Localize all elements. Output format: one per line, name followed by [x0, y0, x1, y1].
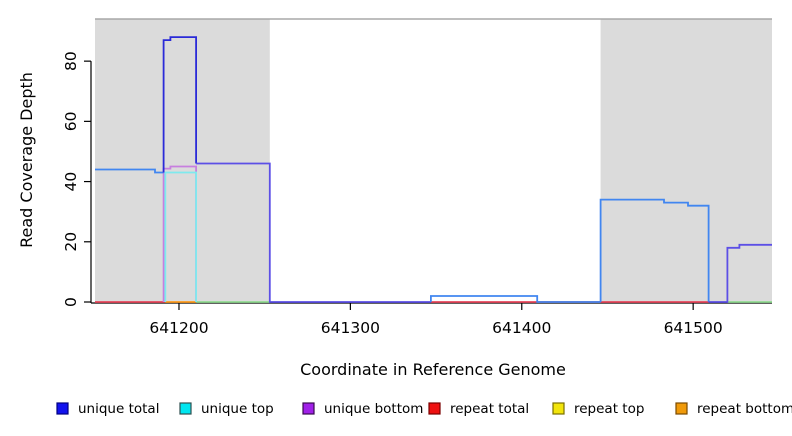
y-tick-label: 20	[62, 232, 80, 252]
tick-labels-layer: 641200 641300 641400 641500 0 20 40 60 80	[62, 51, 723, 337]
x-tick-label: 641200	[149, 319, 208, 337]
legend-swatch-repeat-total	[428, 402, 441, 415]
y-axis-label: Read Coverage Depth	[17, 72, 36, 248]
axes-layer	[84, 60, 772, 310]
legend-item: repeat top	[552, 401, 644, 417]
x-axis-label: Coordinate in Reference Genome	[300, 360, 566, 379]
legend-item: unique top	[179, 401, 274, 417]
legend-label: unique top	[201, 401, 274, 417]
legend: unique total unique top unique bottom repea…	[56, 401, 792, 417]
data-series-layer	[95, 36, 772, 303]
series-segment-unique-total-right-hump	[599, 198, 710, 302]
legend-item: unique bottom	[302, 401, 423, 417]
legend-item: repeat total	[428, 401, 529, 417]
legend-swatch-unique-bottom	[302, 402, 315, 415]
shaded-regions-layer	[95, 18, 772, 302]
x-tick-label: 641400	[492, 319, 551, 337]
legend-label: unique bottom	[324, 401, 423, 417]
shaded-region	[600, 19, 772, 302]
legend-swatch-unique-top	[179, 402, 192, 415]
series-segment-unique-total-left	[95, 168, 164, 174]
y-tick-label: 80	[62, 51, 80, 71]
shaded-region	[95, 19, 270, 302]
y-tick-label: 40	[62, 172, 80, 192]
series-segment-unique-top-peak	[164, 171, 198, 302]
y-tick-label: 0	[62, 297, 80, 307]
series-segment-unique-total-shoulder	[196, 162, 431, 303]
legend-swatch-unique-total	[56, 402, 69, 415]
legend-item: unique total	[56, 401, 159, 417]
x-tick-label: 641500	[664, 319, 723, 337]
legend-label: repeat bottom	[697, 401, 792, 417]
y-tick-label: 60	[62, 111, 80, 131]
legend-label: unique total	[78, 401, 159, 417]
legend-item: repeat bottom	[675, 401, 792, 417]
legend-label: repeat top	[574, 401, 644, 417]
series-segment-unique-total-peak	[162, 36, 198, 173]
series-segment-unique-total-right-tail	[708, 243, 772, 303]
legend-swatch-repeat-top	[552, 402, 565, 415]
legend-swatch-repeat-bottom	[675, 402, 688, 415]
x-tick-label: 641300	[321, 319, 380, 337]
series-segment-unique-total-bump	[429, 295, 601, 303]
legend-label: repeat total	[450, 401, 529, 417]
